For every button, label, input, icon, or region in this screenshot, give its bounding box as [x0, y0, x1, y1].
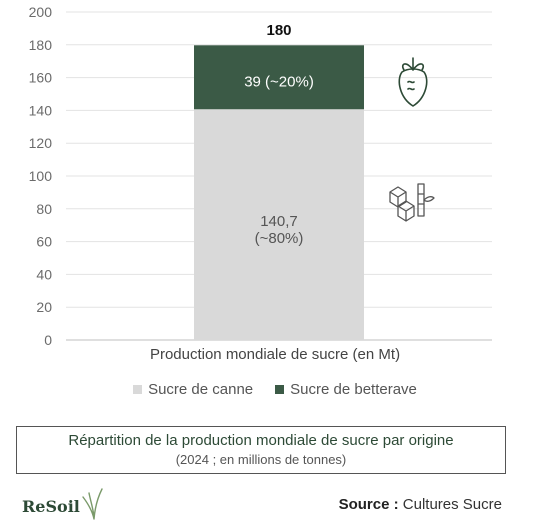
- y-tick-label: 80: [36, 201, 52, 217]
- sugar-beet-icon: [398, 57, 428, 107]
- y-tick-label: 160: [29, 70, 53, 86]
- y-tick-label: 120: [29, 135, 53, 151]
- bar-segment-beet: [194, 45, 364, 110]
- leaf-icon: [82, 488, 103, 520]
- chart: 0 20 40 60 80 100 120 140 160 180 200 140,7 (~80%) 3…: [29, 4, 492, 345]
- bar-segment-cane: [194, 109, 364, 340]
- y-tick-label: 0: [44, 332, 52, 345]
- data-label-beet: 39 (~20%): [244, 73, 314, 90]
- legend-label-cane: Sucre de canne: [148, 381, 254, 398]
- caption-subtitle: (2024 ; en millions de tonnes): [175, 452, 347, 467]
- x-axis-label: Production mondiale de sucre (en Mt): [149, 346, 401, 363]
- y-tick-label: 20: [36, 299, 52, 315]
- y-tick-label: 60: [36, 234, 52, 250]
- legend-label-beet: Sucre de betterave: [290, 381, 417, 398]
- caption-box: Répartition de la production mondiale de…: [16, 426, 506, 474]
- legend-item-beet: Sucre de betterave: [275, 381, 417, 398]
- y-tick-label: 40: [36, 266, 52, 282]
- legend: Sucre de canne Sucre de betterave: [0, 381, 550, 398]
- legend-swatch-cane: [133, 385, 143, 394]
- source-prefix: Source :: [338, 496, 399, 513]
- stacked-bar: [194, 45, 364, 340]
- resoil-logo: ReSoil: [22, 487, 112, 523]
- data-labels: 140,7 (~80%) 39 (~20%) 180: [244, 22, 314, 247]
- source-note: Source : Cultures Sucre: [339, 496, 502, 513]
- logo-text: ReSoil: [22, 497, 80, 516]
- source-value: Cultures Sucre: [402, 496, 502, 513]
- y-tick-label: 100: [29, 168, 53, 184]
- data-label-cane: 140,7 (~80%): [255, 213, 304, 247]
- y-tick-label: 140: [29, 102, 53, 118]
- legend-swatch-beet: [275, 385, 285, 394]
- caption-title: Répartition de la production mondiale de…: [68, 432, 454, 449]
- y-tick-label: 200: [29, 4, 53, 20]
- y-axis-ticks: 0 20 40 60 80 100 120 140 160 180 200: [29, 4, 53, 345]
- sugar-cane-cubes-icon: [389, 183, 435, 222]
- legend-item-cane: Sucre de canne: [133, 381, 253, 398]
- total-label: 180: [266, 22, 291, 39]
- y-tick-label: 180: [29, 37, 53, 53]
